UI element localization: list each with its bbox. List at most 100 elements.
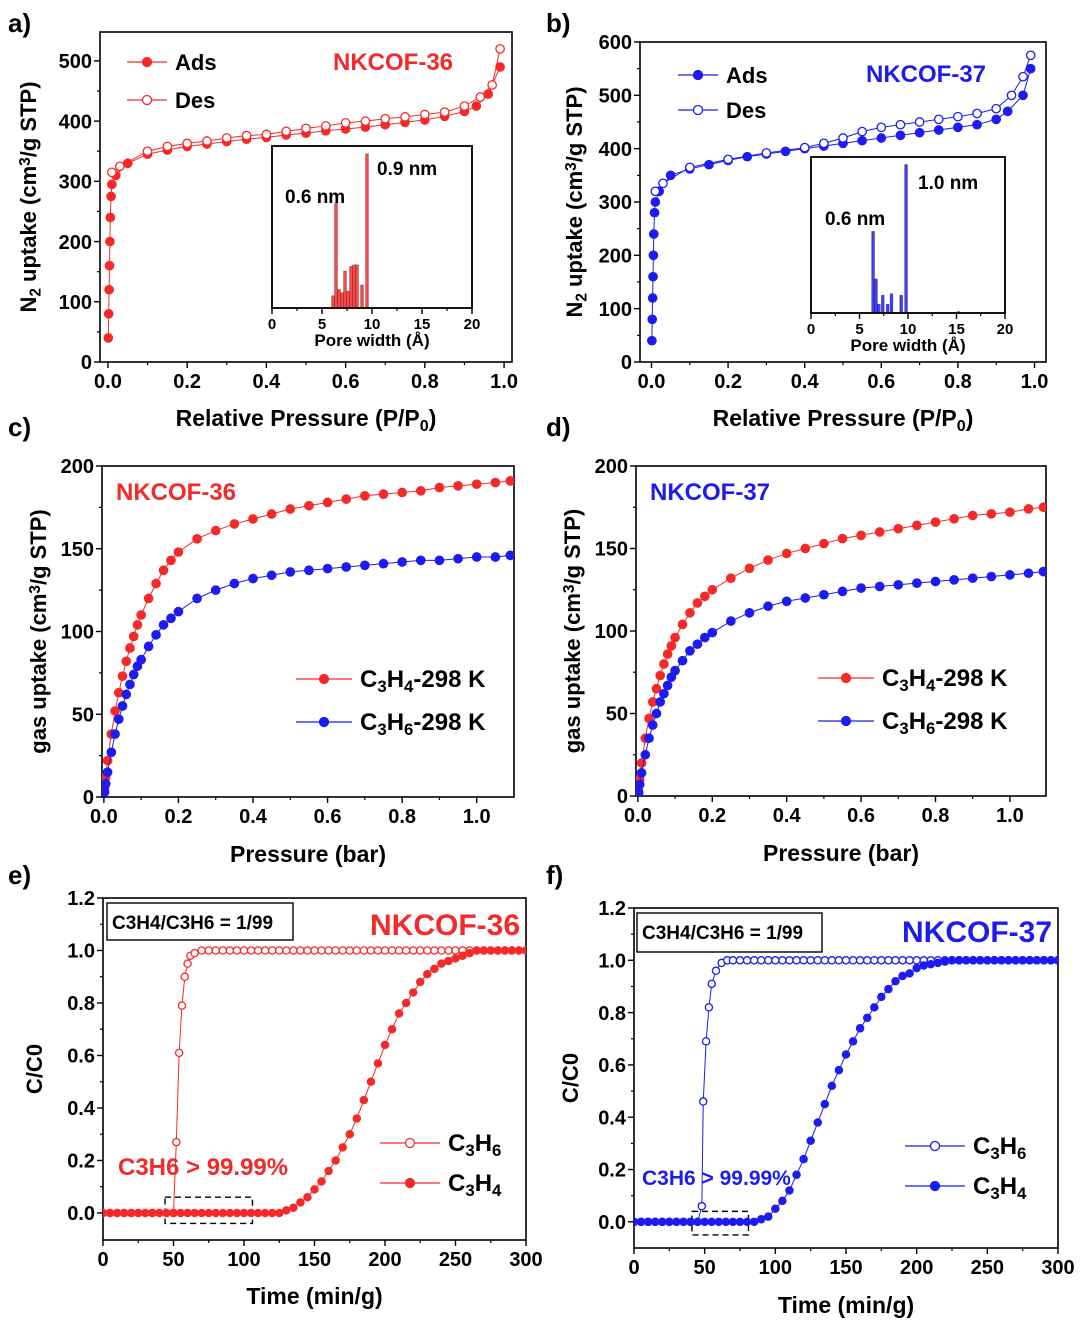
legend-label: C3H4: [973, 1173, 1027, 1203]
pore-bar: [904, 164, 908, 314]
data-point: [929, 1140, 941, 1152]
data-point: [324, 946, 333, 955]
data-point: [876, 133, 887, 143]
data-point: [239, 946, 249, 955]
data-point: [310, 1185, 319, 1194]
data-point: [136, 654, 146, 665]
data-point: [742, 1217, 752, 1227]
y-tick-label: 0.4: [598, 1107, 627, 1129]
legend-label: C3H6-298 K: [882, 708, 1008, 738]
data-point: [285, 567, 296, 577]
data-point: [282, 946, 291, 955]
data-point: [141, 1208, 150, 1218]
data-point: [105, 1208, 115, 1218]
data-point: [651, 683, 662, 694]
data-point: [106, 191, 116, 202]
data-point: [253, 1208, 263, 1218]
x-tick-label: 0.2: [165, 806, 193, 828]
pore-size-inset: 0 5 10 15 20 Pore width (Å) 0.6 nm 0.9 nm: [268, 145, 480, 350]
data-point: [419, 109, 430, 120]
data-point: [211, 1208, 221, 1218]
data-point: [933, 114, 944, 125]
data-point: [700, 1217, 709, 1227]
pore-bar: [899, 294, 903, 314]
data-point: [373, 946, 383, 955]
data-point: [721, 1217, 731, 1227]
data-point: [121, 656, 132, 667]
y-axis-label: gas uptake (cm3/g STP): [560, 509, 585, 754]
data-point: [415, 485, 426, 496]
data-point: [862, 1013, 872, 1023]
x-tick-label: 0: [97, 1249, 108, 1271]
data-point: [304, 565, 314, 576]
data-point: [487, 80, 498, 90]
data-point: [1046, 956, 1056, 965]
data-point: [949, 574, 959, 585]
legend-label: C3H6: [448, 1130, 501, 1160]
inset-bg: [811, 157, 1005, 313]
data-point: [105, 236, 115, 247]
data-point: [338, 1143, 347, 1152]
data-point: [780, 146, 791, 157]
data-point: [990, 956, 999, 965]
data-point: [430, 964, 439, 974]
legend-label: Des: [726, 98, 766, 123]
pore-bar: [331, 295, 335, 309]
data-point: [453, 481, 463, 491]
data-point: [121, 689, 132, 700]
data-point: [439, 107, 450, 117]
data-point: [151, 578, 161, 589]
data-point: [394, 946, 404, 955]
data-point: [692, 69, 704, 81]
data-point: [1023, 568, 1034, 579]
data-point: [735, 1217, 745, 1227]
x-tick-label: 300: [509, 1249, 542, 1271]
data-point: [684, 162, 695, 173]
data-point: [320, 121, 331, 131]
legend-label: C3H4: [448, 1170, 502, 1200]
data-point: [930, 517, 941, 527]
x-tick-label: 0.2: [714, 371, 742, 393]
y-tick-label: 50: [606, 704, 628, 726]
y-tick-label: 0.2: [67, 1151, 95, 1173]
data-point: [655, 697, 666, 707]
data-point: [359, 946, 369, 955]
feed-ratio-label: C3H4/C3H6 = 1/99: [112, 913, 273, 934]
data-point: [761, 148, 772, 158]
data-point: [799, 142, 810, 153]
data-point: [142, 146, 153, 157]
data-point: [162, 141, 173, 152]
data-point: [644, 733, 654, 744]
data-point: [345, 946, 354, 955]
data-point: [318, 716, 330, 728]
data-point: [267, 1208, 277, 1218]
series-markers-1: [636, 566, 1046, 796]
data-point: [248, 573, 258, 584]
y-tick-label: 200: [599, 246, 632, 268]
series-line-0: [638, 506, 1044, 792]
x-tick-label: 100: [227, 1249, 260, 1271]
data-point: [692, 639, 703, 650]
data-point: [260, 946, 270, 955]
data-point: [204, 1208, 213, 1218]
data-point: [459, 101, 470, 111]
data-point: [173, 547, 184, 557]
legend-label: C3H4-298 K: [360, 666, 486, 696]
x-tick-label: 250: [439, 1249, 472, 1271]
x-tick-label: 5: [318, 316, 326, 333]
data-point: [967, 573, 978, 584]
y-tick-label: 100: [599, 299, 632, 321]
data-point: [338, 946, 347, 955]
data-point: [324, 1166, 333, 1176]
x-tick-label: 0.2: [698, 805, 726, 827]
x-tick-label: 1.0: [490, 371, 518, 393]
data-point: [1038, 502, 1046, 513]
x-tick-label: 0.0: [638, 371, 666, 393]
pore-bar: [355, 264, 359, 309]
series-line-0: [104, 480, 511, 789]
data-point: [218, 946, 228, 955]
data-point: [649, 207, 660, 218]
data-point: [1038, 566, 1046, 577]
data-point: [1025, 956, 1034, 965]
